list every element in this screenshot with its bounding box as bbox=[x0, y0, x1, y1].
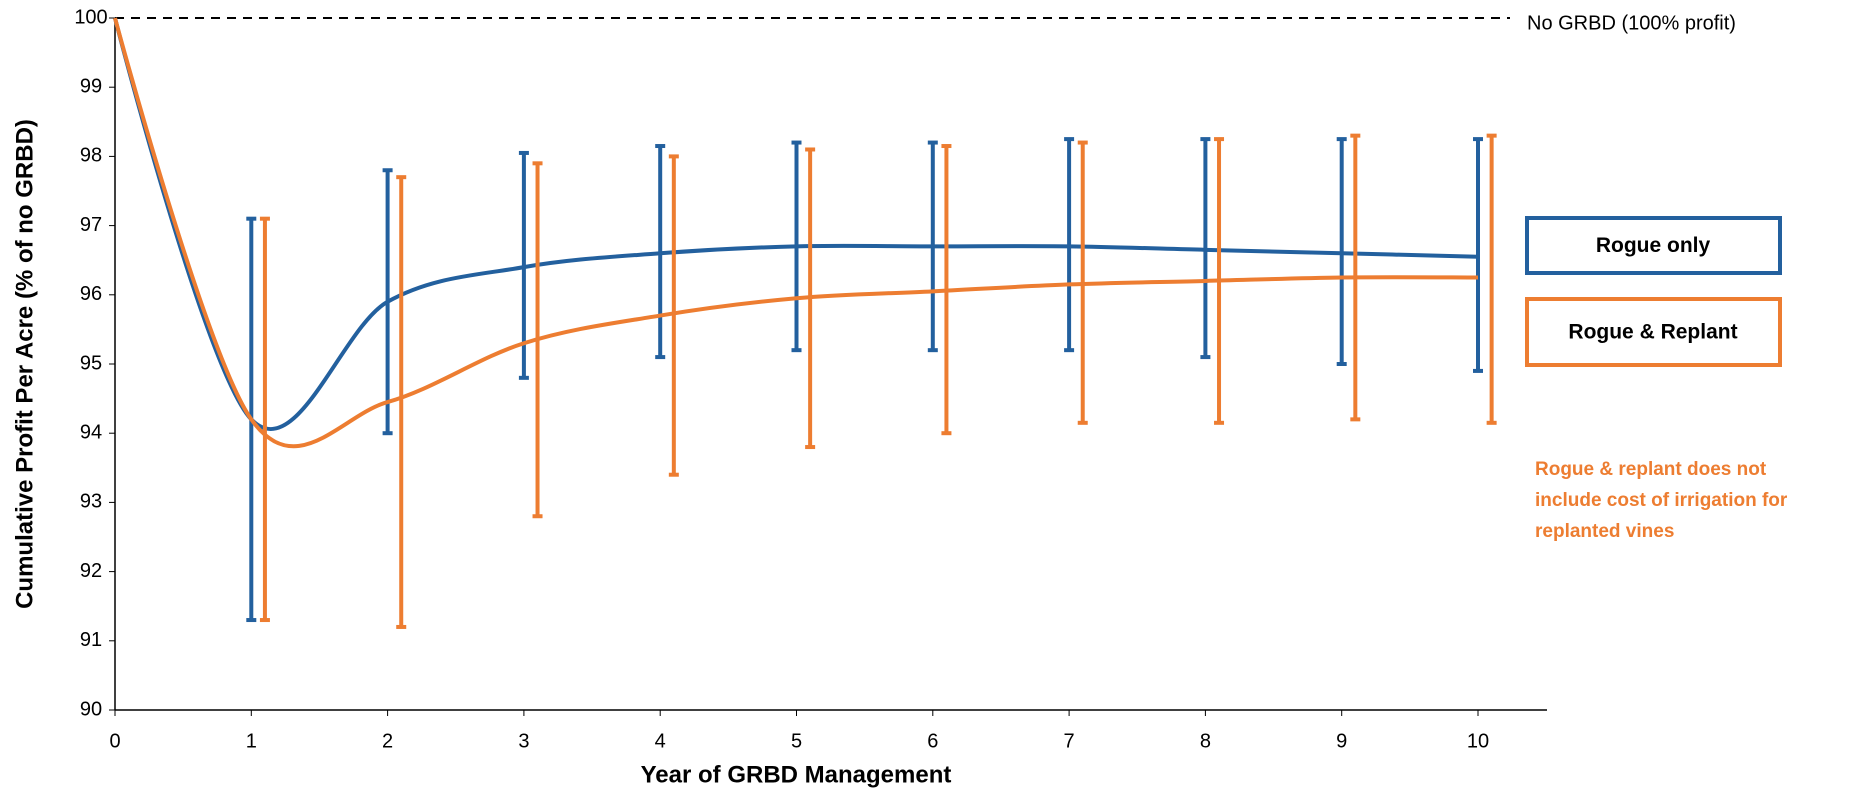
error-bar bbox=[1200, 137, 1211, 360]
y-tick-label: 91 bbox=[80, 629, 102, 651]
error-bar bbox=[1077, 140, 1088, 425]
error-bar bbox=[518, 150, 529, 380]
error-bar bbox=[1486, 133, 1497, 425]
y-tick-label: 97 bbox=[80, 214, 102, 236]
error-bar bbox=[655, 144, 666, 360]
annotation: replanted vines bbox=[1535, 521, 1674, 542]
y-tick-label: 90 bbox=[80, 698, 102, 720]
y-tick-label: 99 bbox=[80, 75, 102, 97]
y-tick-label: 94 bbox=[80, 421, 102, 443]
x-tick-label: 7 bbox=[1064, 730, 1075, 752]
y-tick-label: 95 bbox=[80, 352, 102, 374]
error-bar bbox=[791, 140, 802, 353]
y-tick-label: 96 bbox=[80, 283, 102, 305]
y-axis-title: Cumulative Profit Per Acre (% of no GRBD… bbox=[11, 119, 38, 609]
error-bar bbox=[805, 147, 816, 450]
error-bar bbox=[668, 154, 679, 477]
x-tick-label: 2 bbox=[382, 730, 393, 752]
legend-box bbox=[1525, 216, 1782, 275]
error-bar bbox=[382, 168, 393, 436]
error-bar bbox=[1350, 133, 1361, 422]
x-tick-label: 1 bbox=[246, 730, 257, 752]
legend-label: Rogue & Replant bbox=[1568, 321, 1737, 344]
error-bar bbox=[259, 216, 270, 623]
x-tick-label: 6 bbox=[927, 730, 938, 752]
annotation: Rogue & replant does not bbox=[1535, 459, 1767, 480]
legend-box bbox=[1525, 297, 1782, 367]
error-bar bbox=[1214, 137, 1225, 425]
y-tick-label: 93 bbox=[80, 491, 102, 513]
y-tick-label: 100 bbox=[74, 6, 107, 28]
x-tick-label: 3 bbox=[518, 730, 529, 752]
x-tick-label: 0 bbox=[109, 730, 120, 752]
error-bar bbox=[941, 144, 952, 436]
x-tick-label: 9 bbox=[1336, 730, 1347, 752]
error-bar bbox=[1064, 137, 1075, 353]
error-bar bbox=[1336, 137, 1347, 366]
x-tick-label: 4 bbox=[655, 730, 666, 752]
reference-label: No GRBD (100% profit) bbox=[1527, 12, 1736, 34]
annotation: include cost of irrigation for bbox=[1535, 490, 1788, 511]
x-axis-title: Year of GRBD Management bbox=[641, 761, 952, 788]
error-bar bbox=[396, 175, 407, 629]
legend-label: Rogue only bbox=[1596, 234, 1711, 257]
x-tick-label: 5 bbox=[791, 730, 802, 752]
x-tick-label: 10 bbox=[1467, 730, 1489, 752]
error-bar bbox=[532, 161, 543, 519]
y-tick-label: 92 bbox=[80, 560, 102, 582]
error-bar bbox=[1473, 137, 1483, 373]
y-tick-label: 98 bbox=[80, 145, 102, 167]
error-bar bbox=[927, 140, 938, 353]
x-tick-label: 8 bbox=[1200, 730, 1211, 752]
